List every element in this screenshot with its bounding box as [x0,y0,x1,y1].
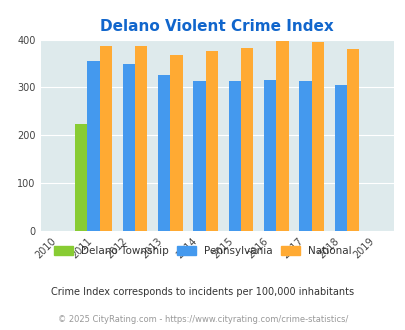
Bar [298,81,311,231]
Bar [170,55,182,231]
Text: © 2025 CityRating.com - https://www.cityrating.com/crime-statistics/: © 2025 CityRating.com - https://www.city… [58,315,347,324]
Bar [122,64,135,231]
Bar [346,49,358,231]
Bar [276,41,288,231]
Bar [241,48,253,231]
Bar [158,75,170,231]
Bar [87,61,100,231]
Bar [263,80,276,231]
Bar [100,46,112,231]
Title: Delano Violent Crime Index: Delano Violent Crime Index [100,19,333,34]
Legend: Delano Township, Pennsylvania, National: Delano Township, Pennsylvania, National [50,242,355,260]
Text: Crime Index corresponds to incidents per 100,000 inhabitants: Crime Index corresponds to incidents per… [51,287,354,297]
Bar [311,43,323,231]
Bar [205,51,217,231]
Bar [75,124,87,231]
Bar [193,81,205,231]
Bar [135,46,147,231]
Bar [334,85,346,231]
Bar [228,81,241,231]
